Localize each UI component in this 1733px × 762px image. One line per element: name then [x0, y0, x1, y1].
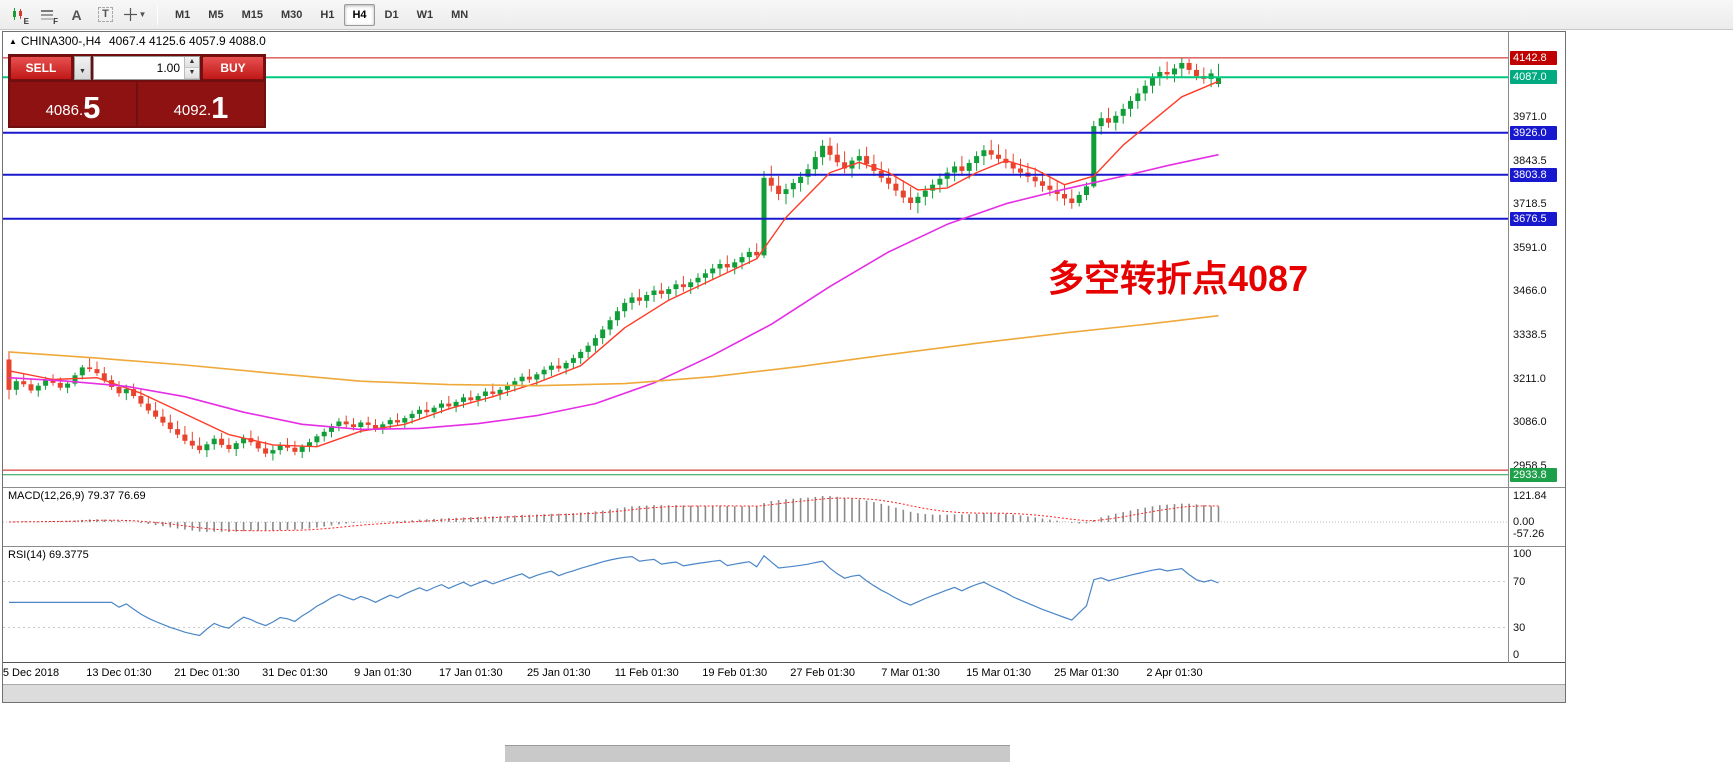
timeframe-m15-button[interactable]: M15 [234, 4, 271, 26]
axis-tick-label: 30 [1513, 621, 1526, 634]
sell-price-display: 4086. 5 [10, 82, 136, 126]
time-axis-label: 21 Dec 01:30 [174, 667, 240, 679]
price-badge: 4142.8 [1510, 50, 1557, 65]
chart-annotation-text: 多空转折点4087 [1048, 258, 1309, 299]
axis-tick-label: 70 [1513, 575, 1526, 588]
trade-panel-prices: 4086. 5 4092. 1 [10, 82, 264, 126]
axis-tick-label: 121.84 [1513, 489, 1547, 502]
chevron-down-icon: ▼ [79, 67, 86, 75]
buy-price-display: 4092. 1 [138, 82, 264, 126]
lot-size-field: ▲ ▼ [93, 56, 200, 80]
icon-letter: A [71, 6, 82, 23]
timeframe-m5-button[interactable]: M5 [200, 4, 231, 26]
timeframe-w1-button[interactable]: W1 [409, 4, 442, 26]
axis-tick-label: 0 [1513, 649, 1520, 661]
macd-indicator-label: MACD(12,26,9) 79.37 76.69 [8, 490, 146, 502]
axis-tick-label: 3971.0 [1513, 111, 1547, 124]
icon-letter: T [98, 7, 113, 22]
time-axis-label: 25 Jan 01:30 [526, 667, 591, 679]
time-axis-label: 31 Dec 01:30 [262, 667, 328, 679]
price-badge: 4087.0 [1510, 70, 1557, 85]
main-toolbar: E F A T ▼ M1 M5 M15 M30 H1 H4 D1 W1 MN [0, 0, 1733, 30]
icon-letter: E [23, 16, 29, 26]
buy-price-big-digit: 1 [211, 90, 229, 125]
price-badge: 3676.5 [1510, 211, 1557, 226]
axis-tick-label: 3591.0 [1513, 242, 1547, 255]
horizontal-scrollbar[interactable] [3, 684, 1565, 702]
time-axis-label: 15 Mar 01:30 [966, 667, 1031, 679]
timeframe-m30-button[interactable]: M30 [273, 4, 310, 26]
chevron-down-icon: ▼ [138, 10, 147, 19]
time-axis-label: 13 Dec 01:30 [86, 667, 152, 679]
indicators-icon[interactable]: F [34, 3, 61, 27]
axis-tick-label: 3843.5 [1513, 155, 1547, 168]
price-badge: 2933.8 [1510, 467, 1557, 482]
axis-tick-label: 3718.5 [1513, 198, 1547, 211]
timeframe-h1-button[interactable]: H1 [312, 4, 342, 26]
axis-tick-label: 100 [1513, 548, 1532, 560]
time-axis-label: 11 Feb 01:30 [614, 667, 679, 679]
time-axis-label: 17 Jan 01:30 [438, 667, 503, 679]
buy-price-main: 4092. [173, 102, 212, 119]
symbol-collapse-icon: ▲ [9, 37, 17, 46]
axis-tick-label: 3466.0 [1513, 285, 1547, 298]
time-axis-label: 7 Mar 01:30 [881, 667, 940, 679]
chart-plot[interactable] [3, 32, 1565, 663]
time-axis-label: 9 Jan 01:30 [354, 667, 412, 679]
rsi-indicator-label: RSI(14) 69.3775 [8, 549, 89, 561]
toolbar-separator [157, 4, 158, 25]
chart-window: ▲ CHINA300-,H4 4067.4 4125.6 4057.9 4088.0… [2, 31, 1566, 703]
lot-increase-button[interactable]: ▲ [185, 57, 199, 68]
chart-window-inner: ▲ CHINA300-,H4 4067.4 4125.6 4057.9 4088.0… [3, 32, 1565, 702]
axis-tick-label: 3086.0 [1513, 416, 1547, 429]
lot-size-spinner: ▲ ▼ [184, 57, 199, 79]
toolbar-icon-group: E F A T ▼ [4, 3, 149, 27]
price-badge: 3803.8 [1510, 167, 1557, 182]
sell-button[interactable]: SELL [10, 56, 72, 80]
timeframe-h4-button[interactable]: H4 [344, 3, 375, 26]
price-axis: 3971.0 3843.5 3718.5 3591.0 3466.0 3338.5 3211… [1509, 32, 1565, 663]
trade-options-dropdown[interactable]: ▼ [74, 56, 91, 80]
sell-price-big-digit: 5 [83, 90, 101, 125]
price-badge: 3926.0 [1510, 125, 1557, 140]
text-tool-icon[interactable]: T [92, 3, 119, 27]
expert-advisor-icon[interactable]: E [5, 3, 32, 27]
cursor-tool-icon[interactable]: A [63, 3, 90, 27]
one-click-trade-panel: SELL ▼ ▲ ▼ BUY 4086.5 4092.1 [8, 54, 266, 128]
chart-header: ▲ CHINA300-,H4 4067.4 4125.6 4057.9 4088.0 [9, 34, 266, 48]
timeframe-m1-button[interactable]: M1 [167, 4, 198, 26]
icon-letter: F [53, 16, 58, 26]
crosshair-tool-icon[interactable]: ▼ [121, 3, 148, 27]
ohlc-values: 4067.4 4125.6 4057.9 4088.0 [108, 34, 266, 48]
time-axis-label: 27 Feb 01:30 [790, 667, 856, 679]
trade-panel-controls: SELL ▼ ▲ ▼ BUY [10, 56, 264, 80]
taskbar-sliver [505, 745, 1010, 762]
time-axis-label: 25 Mar 01:30 [1054, 667, 1119, 679]
lot-size-input[interactable] [94, 57, 184, 79]
time-axis-label: 5 Dec 2018 [3, 667, 60, 679]
buy-button[interactable]: BUY [202, 56, 264, 80]
time-axis: 5 Dec 2018 13 Dec 01:30 21 Dec 01:30 31 Dec… [3, 664, 1508, 684]
symbol-period-label: CHINA300-,H4 [20, 34, 101, 48]
axis-tick-label: 0.00 [1513, 516, 1535, 528]
lot-decrease-button[interactable]: ▼ [185, 68, 199, 79]
timeframe-button-group: M1 M5 M15 M30 H1 H4 D1 W1 MN [166, 3, 477, 26]
sell-price-main: 4086. [45, 102, 84, 119]
axis-tick-label: 3338.5 [1513, 329, 1547, 342]
axis-tick-label: 3211.0 [1513, 373, 1546, 386]
time-axis-label: 19 Feb 01:30 [702, 667, 768, 679]
timeframe-mn-button[interactable]: MN [443, 4, 476, 26]
timeframe-d1-button[interactable]: D1 [377, 4, 407, 26]
time-axis-label: 2 Apr 01:30 [1146, 667, 1203, 679]
axis-tick-label: -57.26 [1513, 528, 1545, 541]
